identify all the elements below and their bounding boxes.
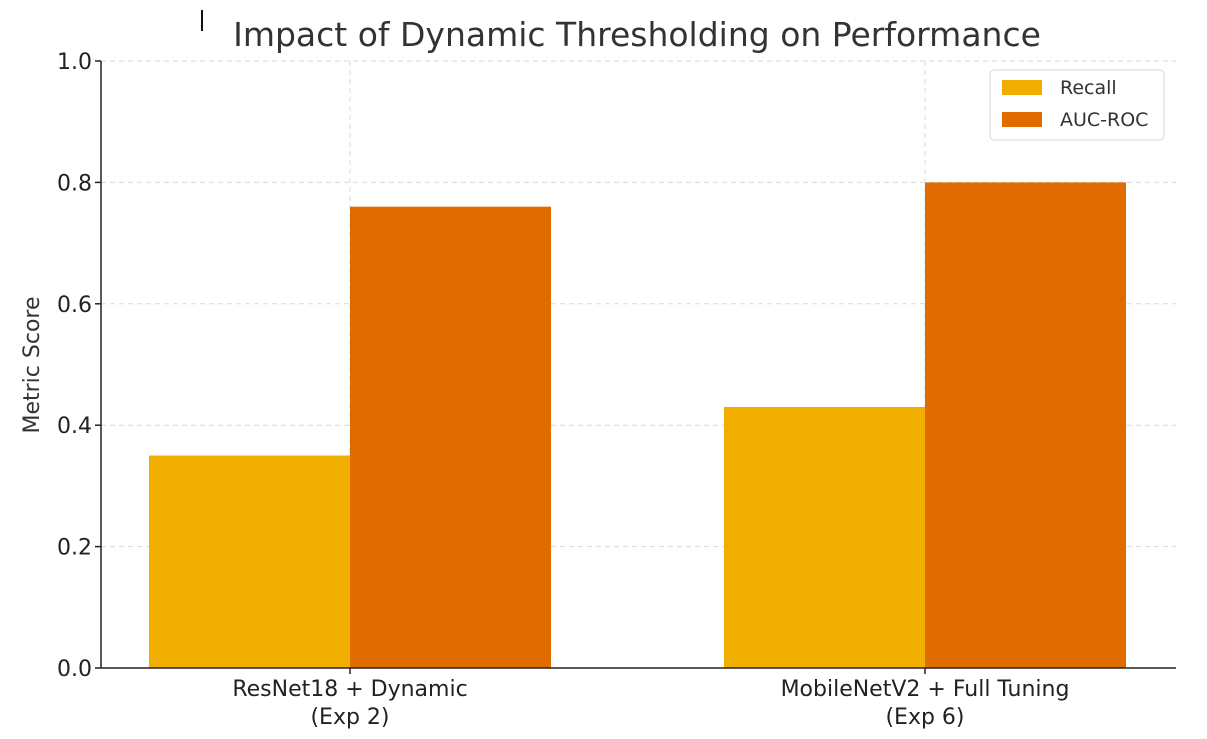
chart-title: Impact of Dynamic Thresholding on Perfor…: [233, 15, 1041, 54]
legend: Recall AUC-ROC: [989, 69, 1165, 141]
y-tick-label: 0.6: [57, 293, 92, 318]
x-tick-label: ResNet18 + Dynamic (Exp 2): [232, 677, 467, 730]
y-tick-label: 0.2: [57, 536, 92, 561]
x-tick-label: MobileNetV2 + Full Tuning (Exp 6): [781, 677, 1070, 730]
legend-label-recall: Recall: [1060, 77, 1117, 99]
bar-auc-roc-1: [925, 182, 1126, 668]
legend-swatch-recall: [1002, 80, 1042, 95]
bar-recall-1: [724, 406, 925, 668]
y-axis-label: Metric Score: [20, 296, 45, 433]
bars: [149, 182, 1126, 668]
bar-auc-roc-0: [350, 206, 551, 668]
legend-label-auc-roc: AUC-ROC: [1060, 109, 1148, 131]
x-axis-ticks: ResNet18 + Dynamic (Exp 2) MobileNetV2 + F…: [232, 668, 1069, 730]
y-axis-ticks: 0.0 0.2 0.4 0.6 0.8 1.0: [57, 50, 101, 682]
y-tick-label: 0.0: [57, 657, 92, 682]
axes: [100, 61, 1176, 669]
bar-recall-0: [149, 455, 350, 668]
legend-swatch-auc-roc: [1002, 112, 1042, 127]
y-tick-label: 0.8: [57, 171, 92, 196]
y-tick-label: 0.4: [57, 414, 92, 439]
y-tick-label: 1.0: [57, 50, 92, 75]
